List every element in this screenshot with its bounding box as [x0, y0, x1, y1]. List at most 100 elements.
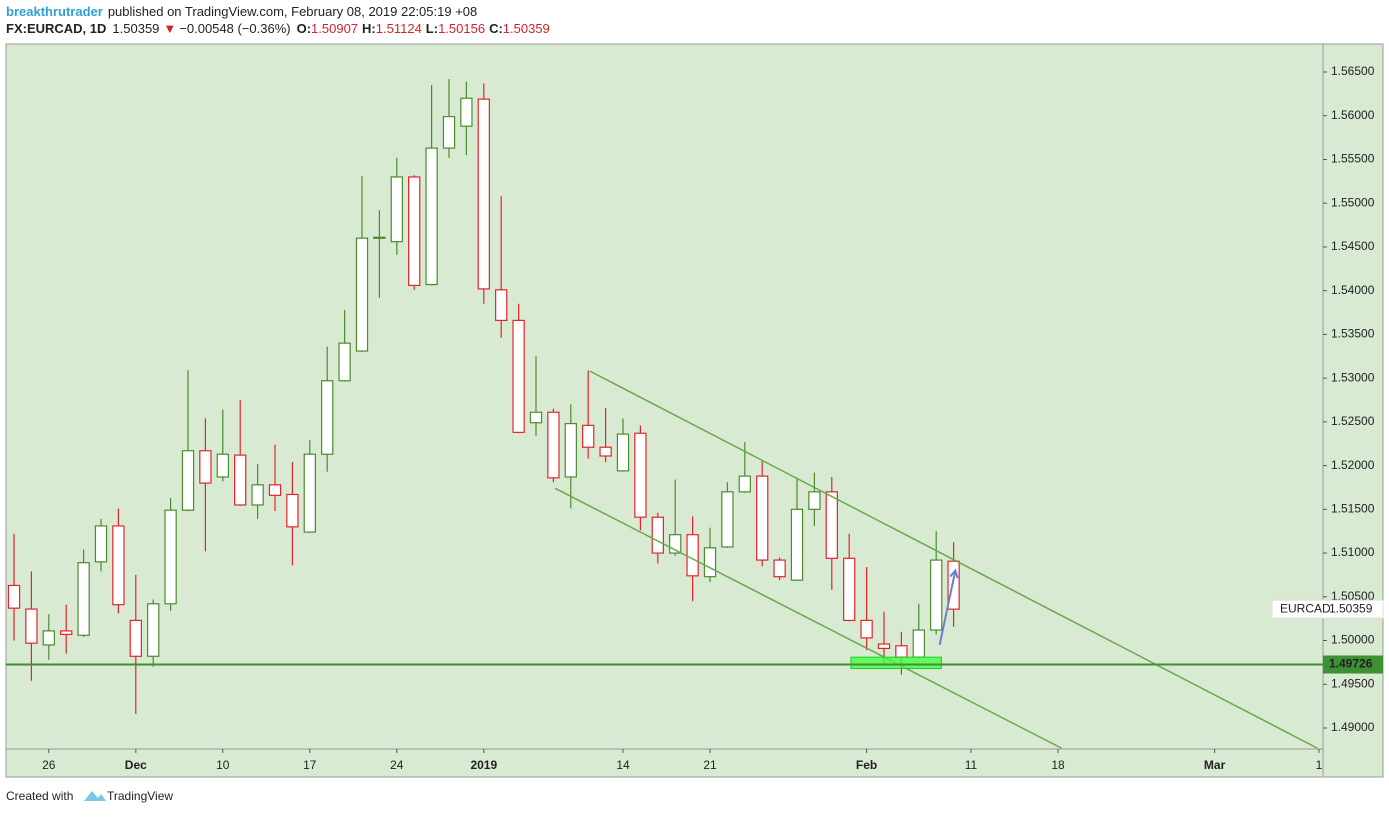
price-tag: [1271, 599, 1384, 619]
price-tag-symbol: EURCAD: [1280, 601, 1331, 615]
candle-body: [773, 559, 786, 578]
candle-body: [216, 453, 229, 478]
candle-body: [373, 236, 386, 239]
x-axis-panel: [5, 748, 1324, 778]
author: breakthrutrader: [6, 4, 103, 19]
candle-body: [860, 619, 873, 639]
tv-logo: [84, 791, 106, 801]
candle-body: [408, 176, 421, 287]
candle-body: [477, 98, 490, 290]
candle-body: [721, 491, 734, 548]
candle-body: [529, 411, 543, 424]
candle-body: [843, 557, 856, 622]
y-tick-label: 1.54500: [1331, 239, 1375, 253]
candle-body: [390, 176, 403, 243]
candle-body: [164, 509, 177, 605]
candle-body: [930, 559, 943, 631]
candle-body: [338, 342, 351, 382]
x-tick-label: 10: [216, 758, 230, 772]
x-tick-label: Dec: [125, 758, 147, 772]
x-tick-label: 14: [616, 758, 630, 772]
candle-body: [7, 584, 21, 609]
footer-created: Created with: [6, 789, 73, 803]
change: −0.00548 (−0.36%): [179, 21, 290, 36]
candle-body: [199, 450, 212, 484]
x-tick-label: 11: [965, 758, 978, 772]
x-tick-label: Feb: [856, 758, 877, 772]
candle-body: [947, 560, 960, 610]
candle-body: [321, 380, 334, 455]
candle-body: [129, 619, 142, 657]
ohlc-value: 1.50907: [311, 21, 358, 36]
y-tick-label: 1.53000: [1331, 370, 1375, 384]
candle-body: [877, 643, 891, 650]
arrow: [938, 570, 957, 646]
y-tick-label: 1.56500: [1331, 64, 1375, 78]
trendline: [589, 370, 1318, 749]
candle-body: [303, 453, 316, 533]
x-tick-label: 17: [303, 758, 317, 772]
candle-body: [808, 491, 821, 510]
price-tag-value: 1.50359: [1329, 601, 1373, 615]
support-tag-label: 1.49726: [1329, 657, 1373, 671]
ohlc-label: O:: [297, 21, 311, 36]
candle-body: [495, 289, 508, 322]
footer-brand[interactable]: TradingView: [107, 789, 173, 803]
symbol: FX:EURCAD, 1D: [6, 21, 106, 36]
ohlc-value: 1.50359: [503, 21, 550, 36]
candle-body: [634, 432, 647, 518]
candle-body: [268, 484, 282, 496]
trendline: [554, 487, 1062, 749]
ohlc-value: 1.50156: [438, 21, 485, 36]
candle-body: [512, 319, 525, 433]
y-tick-label: 1.49500: [1331, 676, 1375, 690]
y-tick-label: 1.52000: [1331, 458, 1375, 472]
candle-body: [355, 237, 369, 352]
x-tick-label: 18: [1051, 758, 1065, 772]
candle-body: [564, 423, 577, 478]
axes: 1.56500 1.56000 1.55500 1.55000 1.54500 1.540…: [42, 64, 1384, 772]
y-tick-label: 1.51000: [1331, 545, 1375, 559]
candle-body: [790, 508, 804, 581]
candle-body: [460, 97, 473, 127]
y-tick-label: 1.49000: [1331, 720, 1375, 734]
x-tick-label: 1: [1316, 758, 1323, 772]
candle-body: [94, 525, 108, 563]
plot-frame: [5, 43, 1324, 750]
y-tick-label: 1.52500: [1331, 414, 1375, 428]
candle-body: [147, 603, 160, 657]
y-tick-label: 1.51500: [1331, 502, 1375, 516]
y-tick-label: 1.55000: [1331, 195, 1375, 209]
arrow-head: [949, 568, 959, 579]
candle-body: [599, 446, 612, 457]
header-line: breakthrutrader published on TradingView.…: [6, 4, 477, 19]
candle-body: [669, 534, 682, 554]
y-tick-label: 1.50000: [1331, 633, 1375, 647]
candle-body: [286, 493, 299, 528]
candle-body: [651, 516, 664, 554]
ohlc-label: L:: [426, 21, 438, 36]
ohlc-value: 1.51124: [376, 21, 422, 36]
candle-body: [442, 115, 456, 149]
y-tick-label: 1.56000: [1331, 108, 1375, 122]
x-tick-label: 24: [390, 758, 404, 772]
candle-body: [616, 433, 630, 472]
ohlc-label: H:: [362, 21, 376, 36]
x-tick-label: 26: [42, 758, 56, 772]
candle-body: [42, 630, 55, 646]
y-tick-label: 1.55500: [1331, 152, 1375, 166]
candle-body: [251, 484, 264, 506]
candle-body: [234, 454, 247, 506]
x-tick-label: 21: [703, 758, 717, 772]
plot: [6, 78, 1323, 749]
candle-body: [425, 147, 438, 286]
candle-body: [686, 534, 699, 577]
candle-body: [895, 645, 908, 658]
candle-body: [60, 630, 73, 636]
candle-body: [547, 411, 560, 479]
support-tag: [1323, 655, 1383, 674]
ohlc-label: C:: [489, 21, 503, 36]
x-tick-label: 2019: [470, 758, 497, 772]
